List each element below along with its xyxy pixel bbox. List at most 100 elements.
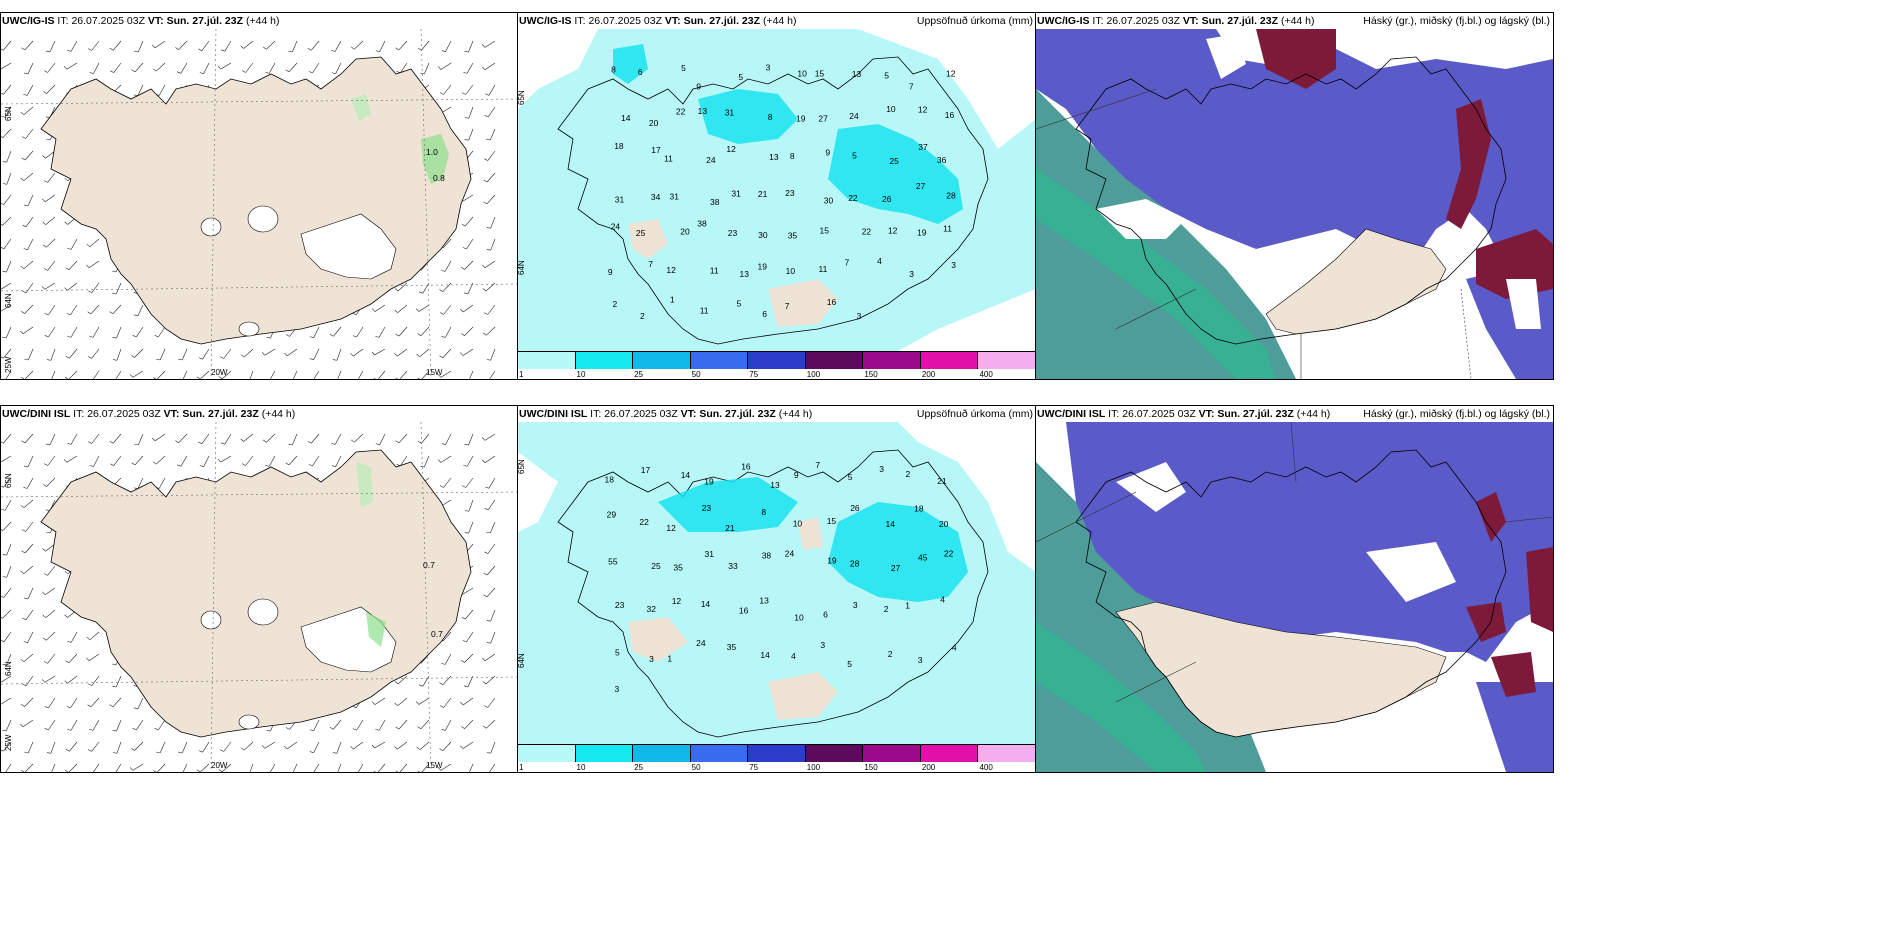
wind-barb [249,370,254,379]
wind-barb [378,326,386,338]
wind-barb [115,282,122,295]
wind-barb-flag [1,639,5,643]
wind-barb [2,609,12,619]
wind-barb-flag [24,72,29,75]
lon-label: 15W [426,761,443,770]
wind-barb [1,304,12,312]
precip-value: 13 [740,269,750,279]
wind-barb [469,370,474,379]
colorbar-swatch [690,744,749,762]
wind-barb [288,455,298,466]
wind-barb [463,697,474,706]
precip-value: 4 [877,256,882,266]
wind-map: 1.0 0.8 [1,29,518,379]
wind-barb-flag [464,139,469,141]
wind-barb [484,433,496,441]
wind-barb [88,653,100,661]
wind-barb-flag [89,728,94,731]
precip-value: 28 [850,558,860,568]
high-cloud-area [1256,29,1336,89]
precip-value: 11 [664,154,673,164]
wind-barb-flag [352,728,357,731]
wind-barb [45,609,56,618]
wind-barb [442,631,452,642]
wind-barb [201,40,210,51]
dry-area [518,452,558,532]
wind-barb-flag [21,770,25,772]
wind-barb [25,521,34,532]
wind-barb [47,653,56,664]
wind-barb-flag [21,440,26,444]
wind-barb [399,763,408,772]
high-cloud-area [1526,547,1553,632]
wind-barb [91,348,100,359]
wind-barb-flag [285,334,290,337]
precip-heavy [698,89,798,144]
wind-barb [353,348,364,357]
wind-barb [25,282,34,293]
wind-barb-flag [134,707,138,710]
wind-barb [268,62,276,74]
wind-barb [422,675,430,687]
wind-barb [70,326,78,338]
wind-barb [442,675,452,685]
wind-barb-flag [21,377,25,379]
glacier-vatnajokull [300,213,397,280]
precip-patch [366,612,386,647]
wind-barb [487,304,496,315]
wind-barb-flag [87,48,92,51]
wind-barb [24,697,34,707]
lat-label: 65N [517,459,526,474]
precip-value: 3 [951,260,956,270]
precip-value: 3 [879,464,884,474]
wind-barb [399,370,408,379]
mid-cloud-area [1036,29,1553,289]
wind-barb-flag [420,465,425,468]
precip-value: 13 [698,106,708,116]
wind-barb [180,62,188,74]
wind-barb-flag [43,463,48,466]
wind-barb-flag [331,72,336,75]
wind-barb-flag [415,701,420,705]
wind-barb [3,348,12,359]
wind-barb [398,326,408,337]
glacier-langjokull [247,205,279,233]
precip-patch [421,134,449,184]
wind-barb-flag [42,221,46,225]
wind-barb [23,565,34,574]
wind-barb-flag [265,464,270,467]
panel-title: UWC/DINI ISL IT: 26.07.2025 03Z VT: Sun.… [1037,408,1331,420]
wind-barb-flag [154,728,159,731]
wind-barb-flag [20,330,24,335]
wind-barb-flag [395,47,400,51]
precip-value: 7 [909,82,914,92]
wind-barb [89,238,100,248]
wind-barb-flag [156,358,161,361]
wind-barb-flag [64,221,68,225]
wind-barb [47,172,56,183]
precip-value: 31 [705,549,715,559]
wind-barb-flag [1,223,3,226]
colorbar-label: 100 [806,763,821,772]
wind-barb-flag [484,551,488,554]
wind-barb-flag [483,201,488,205]
wind-barb-flag [483,572,488,576]
wind-barb [464,653,474,663]
wind-barb [243,741,254,751]
high-cloud-area [1491,652,1536,697]
panel-title: UWC/IG-IS IT: 26.07.2025 03Z VT: Sun. 27… [1037,15,1315,27]
wind-barb [93,455,100,467]
wind-barb-flag [24,465,29,468]
precip-value: 45 [918,552,928,562]
wind-barb-flag [43,180,48,183]
wind-barb [465,84,474,95]
precip-value: 14 [621,113,631,123]
wind-barb-flag [44,335,49,338]
precip-value: 4 [940,595,945,605]
wind-barb-flag [24,358,29,361]
wind-barb-flag [261,352,266,356]
precip-value: 36 [937,155,947,165]
wind-barb-flag [152,44,156,49]
wind-barb-flag [329,727,334,730]
wind-barb-flag [22,617,27,621]
